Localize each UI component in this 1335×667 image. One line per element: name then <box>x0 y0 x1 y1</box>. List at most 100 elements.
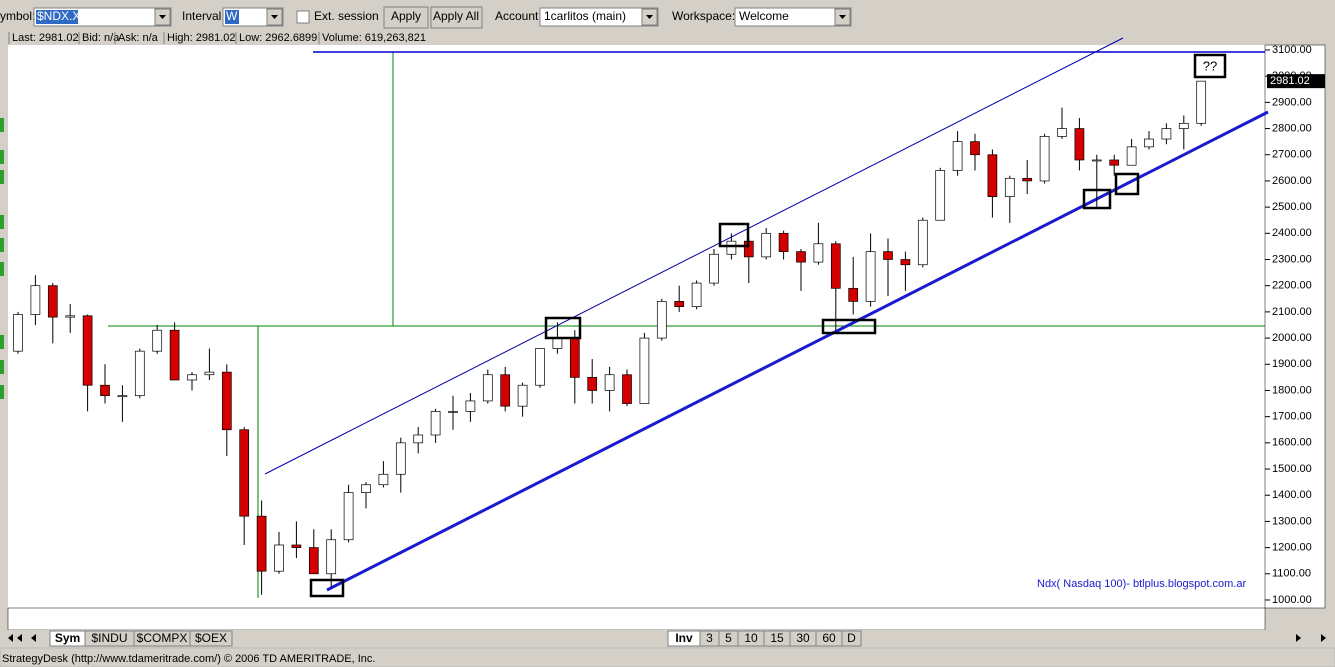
candle-body <box>465 400 476 412</box>
candle-body <box>883 251 893 260</box>
candle-body <box>30 285 41 315</box>
candle-body <box>900 259 911 266</box>
quote-field: Ask: n/a <box>118 32 159 44</box>
tab-label: D <box>847 631 856 645</box>
y-tick-label: 2700.00 <box>1272 149 1312 161</box>
candle-body <box>221 371 232 431</box>
candle-body <box>482 374 493 402</box>
tab[interactable] <box>189 630 233 647</box>
candle-body <box>326 539 337 575</box>
candle-body <box>65 315 76 318</box>
symbol-label: ymbol: <box>0 9 35 23</box>
candle-body <box>1004 177 1015 197</box>
tab-label: $COMPX <box>137 631 188 645</box>
box <box>821 318 877 335</box>
candle-body <box>830 243 841 289</box>
candle-body <box>1091 159 1102 162</box>
left-tool-buttons <box>0 118 4 399</box>
nav-first[interactable] <box>8 634 13 642</box>
status-text: StrategyDesk (http://www.tdameritrade.co… <box>2 653 375 665</box>
candle-body <box>535 348 545 386</box>
candle-body <box>622 374 632 404</box>
last-price-tag <box>1267 74 1325 89</box>
interval-value: W <box>226 9 238 23</box>
candle-body <box>709 253 719 284</box>
y-tick-label: 2500.00 <box>1272 201 1312 213</box>
tab-label: $OEX <box>195 631 227 645</box>
candle-body <box>917 219 928 266</box>
candle-body <box>448 411 458 413</box>
ext-session-label: Ext. session <box>314 9 379 23</box>
box <box>1193 53 1227 79</box>
quote-field: High: 2981.02 <box>167 32 236 44</box>
candle-body <box>378 473 389 486</box>
nav-first[interactable] <box>17 634 22 642</box>
tab-label: 60 <box>822 631 836 645</box>
candle-body <box>204 371 215 376</box>
nav-prev[interactable] <box>31 634 36 642</box>
candle-body <box>1039 136 1050 182</box>
apply-all-label: Apply All <box>433 9 479 23</box>
last-price-label: 2981.02 <box>1270 75 1310 87</box>
tab-label: 30 <box>796 631 810 645</box>
candle-body <box>987 154 998 197</box>
candle-body <box>674 301 685 307</box>
candle-body <box>117 395 128 398</box>
left-toolbar <box>0 31 8 627</box>
tab-label: 3 <box>706 631 713 645</box>
interval-selection <box>225 10 239 24</box>
y-tick-label: 1500.00 <box>1272 463 1312 475</box>
candle-body <box>82 315 93 386</box>
tab-label: 15 <box>770 631 784 645</box>
tab[interactable] <box>841 630 862 647</box>
nav-last[interactable] <box>1321 634 1326 642</box>
candle-body <box>1109 159 1120 166</box>
candle-body <box>1126 146 1137 166</box>
candle-body <box>761 232 772 258</box>
candle-body <box>361 484 371 493</box>
candle-body <box>552 337 563 349</box>
nav-next[interactable] <box>1296 634 1301 642</box>
box <box>718 222 750 248</box>
y-tick-label: 2000.00 <box>1272 332 1312 344</box>
candle-body <box>500 374 511 407</box>
candle-body <box>256 515 267 572</box>
y-tick-label: 1600.00 <box>1272 437 1312 449</box>
candle-body <box>796 251 806 263</box>
box <box>1114 172 1140 196</box>
y-tick-label: 1200.00 <box>1272 542 1312 554</box>
account-value: 1carlitos (main) <box>544 9 626 23</box>
symbol-selection <box>36 10 78 24</box>
quote-field: Last: 2981.02 <box>12 32 79 44</box>
candle-body <box>848 287 859 302</box>
candle-body <box>691 282 702 307</box>
apply-button[interactable] <box>383 6 429 29</box>
box <box>1082 188 1112 210</box>
apply-all-button[interactable] <box>430 6 483 29</box>
candle-body <box>134 350 145 397</box>
symbol-value: $NDX.X <box>37 9 80 23</box>
candle-body <box>343 492 354 541</box>
dropdown-arrow <box>839 15 846 19</box>
checkbox[interactable] <box>296 10 310 24</box>
candle-body <box>239 429 250 517</box>
y-tick-label: 1300.00 <box>1272 515 1312 527</box>
y-tick-label: 2300.00 <box>1272 253 1312 265</box>
candle-body <box>587 377 598 391</box>
dropdown-arrow <box>646 15 653 19</box>
quote-field: Low: 2962.6899 <box>239 32 317 44</box>
candle-body <box>639 337 650 404</box>
y-tick-label: 2200.00 <box>1272 280 1312 292</box>
account-select[interactable] <box>539 7 659 27</box>
y-tick-label: 1800.00 <box>1272 384 1312 396</box>
workspace-select[interactable] <box>734 7 852 27</box>
tab-label: 10 <box>744 631 758 645</box>
price-axis <box>1264 44 1326 609</box>
candle-body <box>935 170 946 221</box>
candle-body <box>308 547 319 575</box>
candle-body <box>1196 80 1207 124</box>
workspace-value: Welcome <box>739 9 789 23</box>
y-tick-label: 2900.00 <box>1272 96 1312 108</box>
quote-field: Bid: n/a <box>82 32 120 44</box>
